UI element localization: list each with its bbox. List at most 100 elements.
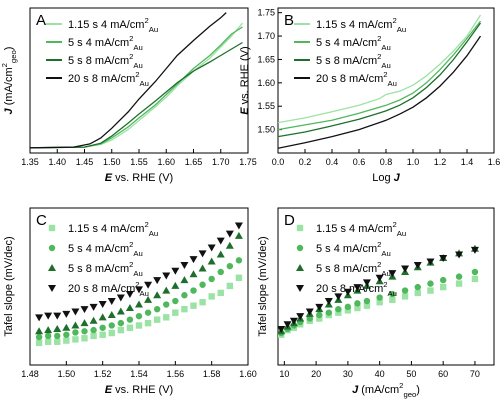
- panel-c-legend-swatch: [48, 285, 56, 292]
- panel-c-point: [180, 261, 189, 269]
- panel-c-point: [226, 262, 234, 270]
- panel-d-point: [401, 265, 410, 273]
- panel-c-plot-area: [35, 222, 243, 347]
- panel-c-point: [135, 300, 143, 308]
- panel-d-xlabel: J (mA/cm2geo): [352, 381, 420, 399]
- panel-c-point: [226, 282, 234, 290]
- panel-c-point: [153, 291, 162, 299]
- panel-a-xtick-label: 1.65: [185, 157, 203, 167]
- panel-c-point: [198, 264, 207, 272]
- panel-d-frame: [277, 207, 495, 366]
- panel-d-point: [439, 283, 447, 291]
- panel-c-xtick-label: 1.50: [58, 369, 76, 379]
- panel-d-point: [353, 284, 362, 292]
- panel-a-series-line: [30, 26, 243, 149]
- panel-c-point: [108, 322, 115, 329]
- panel-c-legend-swatch: [48, 224, 56, 232]
- panel-c-point: [63, 337, 70, 344]
- panel-c-point: [163, 314, 170, 321]
- panel-b-ytick-label: 1.70: [257, 31, 275, 41]
- panel-d-point: [335, 309, 342, 316]
- panel-c-point: [189, 270, 198, 278]
- panel-d-point: [455, 251, 464, 259]
- panel-a-xtick-label: 1.75: [239, 157, 257, 167]
- panel-c-point: [35, 327, 44, 335]
- panel-d-point: [363, 302, 371, 309]
- panel-d-point: [283, 321, 292, 329]
- panel-d-point: [324, 298, 333, 306]
- panel-d-point: [401, 287, 409, 294]
- panel-a-letter: A: [36, 12, 46, 29]
- panel-d-point: [376, 294, 383, 301]
- panel-b-ylabel: E vs. RHE (V): [239, 46, 251, 114]
- panel-c-point: [90, 332, 97, 340]
- panel-d-point: [375, 274, 384, 282]
- panel-d-point: [413, 261, 422, 269]
- panel-c-point: [144, 309, 152, 316]
- panel-c-point: [116, 294, 125, 302]
- panel-a-legend-label: 20 s 8 mA/cm2Au: [68, 70, 149, 88]
- panel-d-point: [401, 293, 409, 300]
- panel-b-ytick-label: 1.75: [257, 8, 275, 18]
- panel-c-point: [216, 250, 225, 258]
- panel-b-series-line: [278, 22, 482, 138]
- panel-c-xtick-label: 1.56: [167, 369, 185, 379]
- panel-c-point: [71, 308, 80, 316]
- panel-d-point: [439, 255, 448, 263]
- panel-a-series-line: [30, 22, 243, 149]
- panel-d-point: [344, 307, 352, 314]
- panel-c-point: [107, 310, 116, 318]
- panel-d-point: [455, 273, 463, 280]
- panel-c-xtick-label: 1.52: [94, 369, 112, 379]
- panel-b-xtick-label: 1.4: [461, 157, 474, 167]
- panel-d-point: [344, 303, 352, 311]
- panel-d-point: [296, 313, 305, 321]
- panel-d-point: [363, 297, 371, 305]
- panel-c-legend-swatch: [48, 264, 56, 271]
- panel-b-legend-label: 20 s 8 mA/cm2Au: [316, 70, 397, 88]
- panel-c-point: [234, 231, 243, 239]
- panel-c-point: [153, 277, 162, 285]
- panel-a-plot-area: [30, 12, 243, 149]
- panel-d-point: [414, 283, 421, 291]
- panel-a-series-line: [30, 41, 243, 149]
- panel-c-point: [235, 257, 243, 264]
- panel-c-point: [198, 250, 207, 258]
- panel-c-point: [199, 281, 206, 288]
- panel-c-point: [53, 324, 62, 332]
- panel-a-xtick-label: 1.40: [48, 157, 66, 167]
- panel-b-plot-area: [278, 14, 482, 149]
- panel-d-point: [362, 279, 371, 287]
- panel-c-point: [108, 329, 115, 337]
- panel-c-point: [117, 326, 125, 334]
- panel-c-point: [216, 237, 225, 245]
- panel-a-ylabel: J (mA/cm2geo): [0, 47, 18, 115]
- panel-b-ytick-label: 1.50: [257, 125, 275, 135]
- panel-c-point: [71, 321, 80, 329]
- panel-d-ylabel: Tafel slope (mV/dec): [257, 236, 269, 336]
- panel-a-xtick-label: 1.60: [157, 157, 175, 167]
- panel-c-point: [172, 309, 179, 316]
- panel-c-point: [144, 295, 153, 303]
- panel-c-point: [116, 307, 125, 315]
- panel-c-ylabel: Tafel slope (mV/dec): [3, 236, 15, 336]
- panel-c-point: [44, 338, 52, 345]
- panel-c-point: [126, 324, 134, 331]
- panel-c-point: [126, 316, 134, 323]
- panel-a-legend-label: 1.15 s 4 mA/cm2Au: [68, 16, 158, 34]
- panel-b-xtick-label: 1.2: [434, 157, 447, 167]
- panel-c-point: [171, 267, 180, 275]
- panel-d-point: [316, 315, 323, 322]
- panel-d-point: [427, 287, 434, 294]
- panel-d-point: [471, 275, 479, 283]
- panel-c-point: [217, 268, 224, 276]
- panel-b-xtick-label: 1.0: [407, 157, 420, 167]
- panel-b-legend-label: 1.15 s 4 mA/cm2Au: [316, 16, 406, 34]
- panel-d-xtick-label: 10: [279, 369, 289, 379]
- panel-c-point: [225, 230, 234, 238]
- panel-d-point: [343, 288, 352, 296]
- panel-c-point: [125, 291, 134, 299]
- panel-b-xtick-label: 0.6: [353, 157, 366, 167]
- panel-c-point: [98, 300, 107, 308]
